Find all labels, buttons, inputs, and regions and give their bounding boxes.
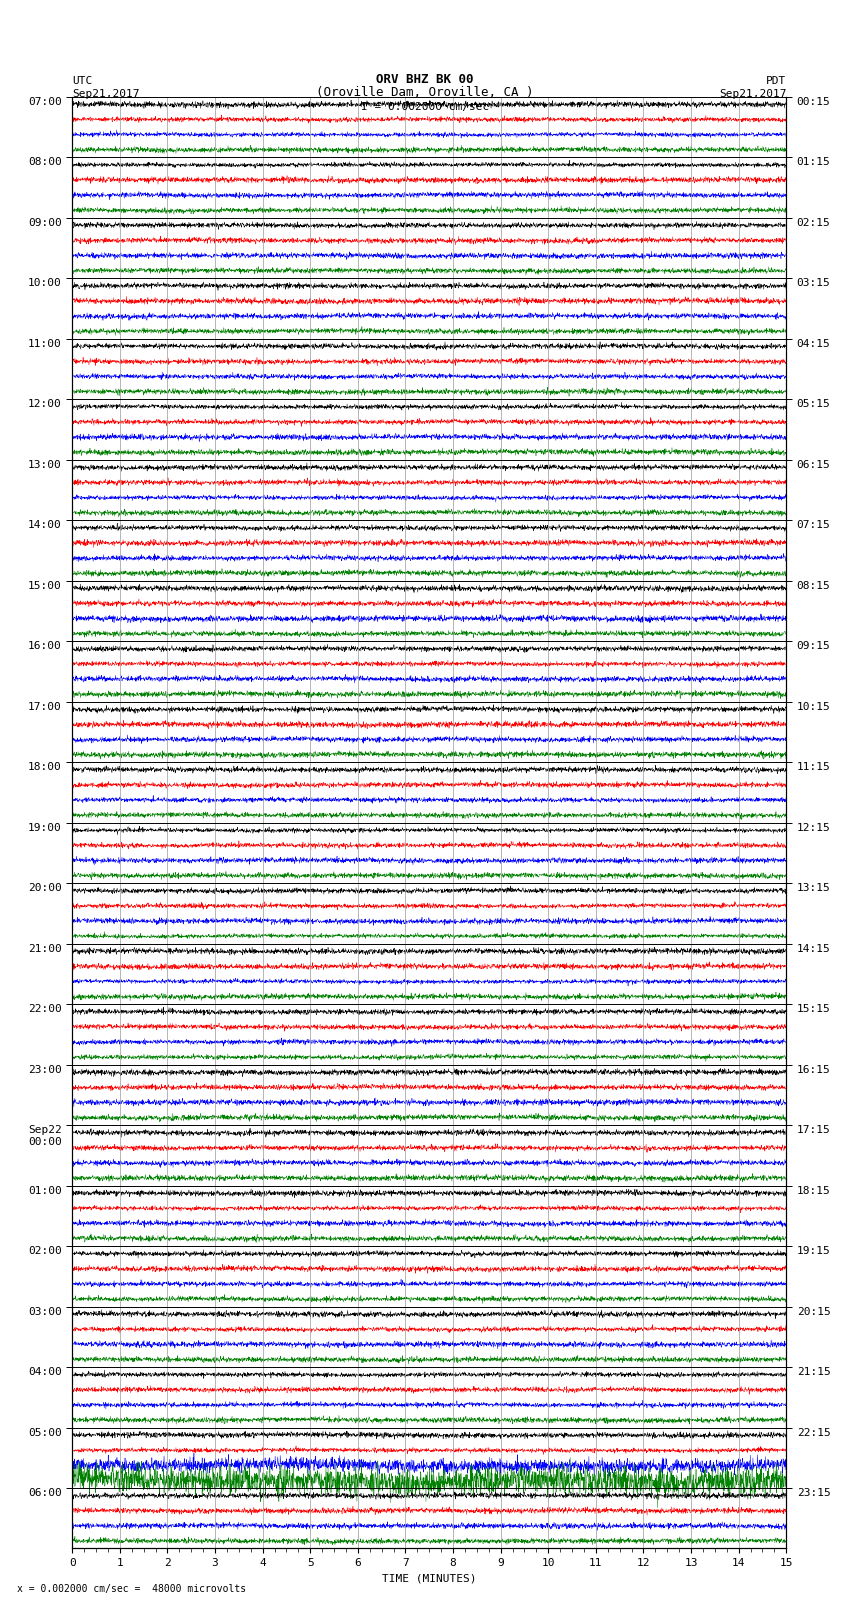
Text: UTC: UTC [72,76,93,85]
Text: I = 0.002000 cm/sec: I = 0.002000 cm/sec [361,102,489,113]
Text: Sep21,2017: Sep21,2017 [719,89,786,100]
Text: (Oroville Dam, Oroville, CA ): (Oroville Dam, Oroville, CA ) [316,85,534,100]
Text: x = 0.002000 cm/sec =  48000 microvolts: x = 0.002000 cm/sec = 48000 microvolts [17,1584,246,1594]
Text: ORV BHZ BK 00: ORV BHZ BK 00 [377,73,473,85]
Text: Sep21,2017: Sep21,2017 [72,89,139,100]
Text: PDT: PDT [766,76,786,85]
X-axis label: TIME (MINUTES): TIME (MINUTES) [382,1574,477,1584]
